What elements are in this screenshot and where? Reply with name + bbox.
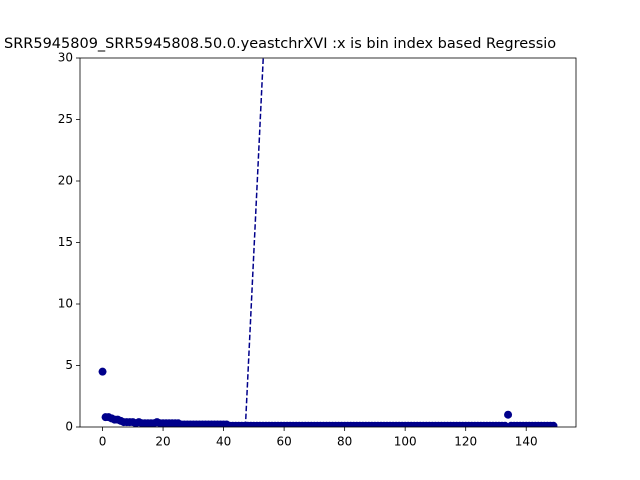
regression-line (244, 58, 264, 427)
x-tick-label: 140 (515, 435, 538, 449)
scatter-point (549, 421, 558, 427)
y-tick-label: 5 (65, 358, 73, 372)
y-tick-label: 10 (58, 297, 73, 311)
x-tick-label: 100 (394, 435, 417, 449)
y-tick-label: 0 (65, 420, 73, 434)
plot-area (98, 58, 558, 427)
x-tick-label: 40 (216, 435, 231, 449)
y-tick-label: 30 (58, 51, 73, 65)
x-tick-label: 120 (454, 435, 477, 449)
y-tick-label: 15 (58, 235, 73, 249)
y-tick-label: 25 (58, 112, 73, 126)
x-tick-label: 80 (337, 435, 352, 449)
axes-frame (79, 57, 577, 428)
scatter-point (501, 421, 510, 427)
x-tick-label: 20 (155, 435, 170, 449)
x-tick-label: 0 (99, 435, 107, 449)
chart-title: SRR5945809_SRR5945808.50.0.yeastchrXVI :… (4, 36, 556, 52)
scatter-point (504, 410, 513, 419)
x-tick-label: 60 (276, 435, 291, 449)
y-tick-label: 20 (58, 174, 73, 188)
scatter-point (98, 367, 107, 376)
